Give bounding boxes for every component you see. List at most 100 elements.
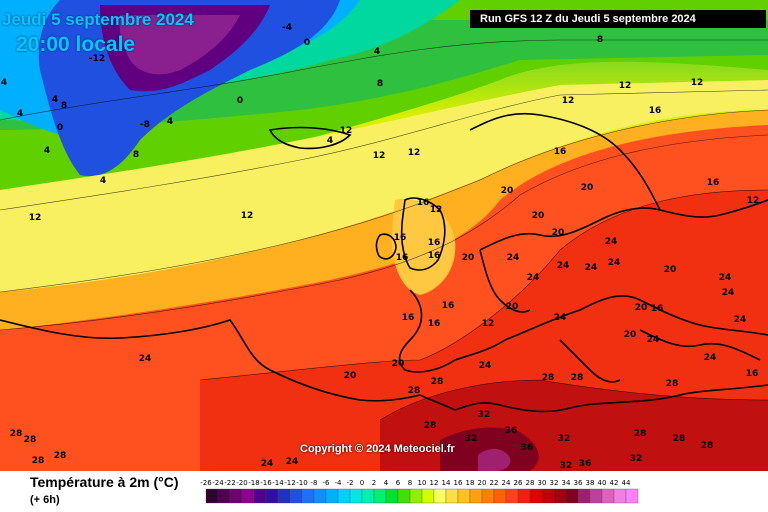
legend-tick-label: 34 [562, 479, 571, 487]
isotherm-label: 16 [554, 147, 567, 157]
isotherm-label: 16 [417, 198, 430, 208]
isotherm-label: 16 [396, 253, 409, 263]
isotherm-label: 24 [704, 353, 717, 363]
legend-color-swatch [613, 488, 627, 504]
isotherm-label: 16 [394, 233, 407, 243]
isotherm-label: -12 [89, 54, 105, 64]
isotherm-label: 4 [44, 146, 50, 156]
legend-color-swatch [217, 488, 231, 504]
isotherm-label: 12 [482, 319, 495, 329]
legend-tick-label: 36 [574, 479, 583, 487]
legend-color-swatch [565, 488, 579, 504]
greenland-inner [119, 15, 240, 75]
isotherm-label: 12 [619, 81, 632, 91]
isotherm-label: 16 [402, 313, 415, 323]
zone-yellow [0, 80, 768, 292]
legend-tick-label: 6 [396, 479, 401, 487]
isotherm-label: 20 [664, 265, 677, 275]
isotherm-label: 36 [505, 426, 518, 436]
isotherm-label: 16 [651, 304, 664, 314]
legend-color-swatch [625, 488, 639, 504]
temperature-map: -4 0 4 8 8 -12 4 4 4 8 0 -8 4 0 8 4 4 4 12 12 12 12 12 12 12 12 16… [0, 0, 768, 471]
legend-color-swatch [229, 488, 243, 504]
isotherm-label: 12 [691, 78, 704, 88]
isotherm-label: 20 [392, 359, 405, 369]
isotherm-label: 28 [10, 429, 23, 439]
isotherm-label: 24 [585, 263, 598, 273]
isotherm-label: 16 [442, 301, 455, 311]
isotherm-label: 16 [428, 238, 441, 248]
legend-color-swatch [493, 488, 507, 504]
legend-tick-label: 10 [418, 479, 427, 487]
isotherm-label: 36 [579, 459, 592, 469]
isotherm-label: 12 [430, 205, 443, 215]
isotherm-label: 28 [634, 429, 647, 439]
isotherm-label: 20 [635, 303, 648, 313]
isotherm-label: 28 [673, 434, 686, 444]
legend-tick-label: 2 [372, 479, 376, 487]
legend-tick-label: 42 [610, 479, 619, 487]
isotherm-label: 12 [562, 96, 575, 106]
isotherm-label: 24 [139, 354, 152, 364]
legend-tick-label: 28 [526, 479, 535, 487]
legend-color-swatch [589, 488, 603, 504]
legend-tick-label: -10 [296, 479, 307, 487]
isotherm-label: 20 [532, 211, 545, 221]
isotherm-label: 20 [462, 253, 475, 263]
isotherm-label: 20 [344, 371, 357, 381]
legend-tick-label: -26 [200, 479, 212, 487]
legend-tick-label: -6 [323, 479, 331, 487]
legend-tick-label: 30 [538, 479, 547, 487]
isotherm-label: 4 [52, 95, 58, 105]
legend-color-swatch [385, 488, 399, 504]
isotherm-label: 8 [133, 150, 139, 160]
isotherm-label: 24 [722, 288, 735, 298]
legend-color-swatch [349, 488, 363, 504]
isotherm-label: 32 [560, 461, 573, 471]
isotherm-label: 24 [734, 315, 747, 325]
legend-tick-label: -4 [335, 479, 343, 487]
legend-tick-label: 0 [360, 479, 364, 487]
legend-tick-label: -2 [347, 479, 354, 487]
isotherm-label: 28 [542, 373, 555, 383]
copyright-text: Copyright © 2024 Meteociel.fr [300, 443, 455, 455]
legend-color-swatch [601, 488, 615, 504]
isotherm-label: 0 [57, 123, 63, 133]
legend-color-swatch [265, 488, 279, 504]
isotherm-label: 24 [286, 457, 299, 467]
isotherm-label: -4 [282, 23, 292, 33]
legend-tick-label: 16 [454, 479, 463, 487]
zone-veryhot [478, 448, 511, 471]
legend-tick-label: 20 [478, 479, 487, 487]
legend-tick-label: 22 [490, 479, 499, 487]
isotherm-label: 24 [605, 237, 618, 247]
legend-color-swatch [505, 488, 519, 504]
legend-tick-label: -22 [224, 479, 235, 487]
legend-color-swatch [445, 488, 459, 504]
isotherm-label: 8 [377, 79, 383, 89]
isotherm-label: 16 [746, 369, 759, 379]
isotherm-label: 28 [32, 456, 45, 466]
coastlines [0, 112, 768, 413]
isotherm-label: 4 [374, 47, 380, 57]
legend-tick-label: -24 [212, 479, 224, 487]
isotherm-label: 24 [608, 258, 621, 268]
isotherm-label: 36 [521, 443, 534, 453]
isotherm-label: 4 [1, 78, 7, 88]
legend-color-swatch [277, 488, 291, 504]
isotherm-label: 12 [747, 196, 760, 206]
legend-title: Température à 2m (°C) [30, 474, 179, 490]
isotherm-label: 24 [479, 361, 492, 371]
isotherm-label: 4 [100, 176, 106, 186]
isotherm-label: 32 [478, 410, 491, 420]
legend-colorbar: -26 -24 -22 -20 -18 -16 -14 -12 -10 -8 -6 -4 -2 0 2 4 6 8… [200, 479, 639, 504]
legend-color-swatch [205, 488, 219, 504]
zone-hot [440, 427, 539, 471]
isotherm-label: 20 [581, 183, 594, 193]
legend-color-swatch [481, 488, 495, 504]
legend-color-swatch [409, 488, 423, 504]
isotherm-label: 28 [571, 373, 584, 383]
legend-tick-label: 4 [384, 479, 389, 487]
isotherm-label: 16 [428, 319, 441, 329]
